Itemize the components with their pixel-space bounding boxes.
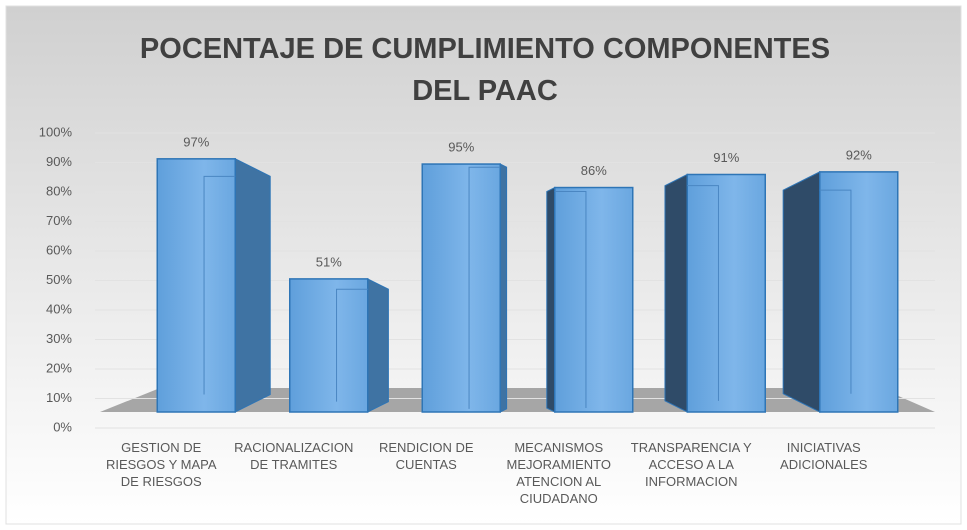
bar-front (156, 158, 236, 413)
data-label: 97% (183, 134, 209, 149)
y-tick-label: 60% (46, 242, 72, 257)
bar-front (554, 186, 634, 413)
bar-side (546, 186, 556, 413)
y-tick-label: 0% (53, 419, 72, 434)
bar (289, 278, 389, 413)
bar-side (234, 158, 271, 413)
bar-inner-edge (203, 175, 236, 395)
y-tick-label: 100% (39, 124, 73, 139)
x-tick-label: RENDICION DE CUENTAS (378, 440, 474, 472)
y-tick-label: 70% (46, 213, 72, 228)
bar (664, 173, 766, 413)
bar (421, 163, 508, 413)
y-tick-label: 90% (46, 154, 72, 169)
x-tick-label: GESTION DE RIESGOS Y MAPA DE RIESGOS (105, 440, 217, 489)
bar (156, 158, 271, 413)
bar-inner-edge (687, 185, 719, 401)
bar-front (686, 173, 766, 413)
x-tick-label: RACIONALIZACION DE TRAMITES (234, 440, 354, 472)
chart-title: POCENTAJE DE CUMPLIMIENTO COMPONENTES DE… (139, 33, 831, 107)
bar (782, 171, 899, 413)
x-tick-label: MECANISMOS MEJORAMIENTO ATENCION AL CIUD… (506, 440, 612, 506)
bar-side (664, 173, 688, 413)
y-tick-label: 20% (46, 360, 72, 375)
y-tick-label: 50% (46, 272, 72, 287)
data-label: 86% (581, 163, 607, 178)
y-tick-label: 80% (46, 183, 72, 198)
data-label: 51% (316, 254, 342, 269)
x-tick-label: INICIATIVAS ADICIONALES (780, 440, 868, 472)
y-tick-label: 30% (46, 331, 72, 346)
bar-front (421, 163, 501, 413)
data-label: 91% (713, 150, 739, 165)
bar-front (289, 278, 369, 413)
bar-inner-edge (336, 288, 368, 402)
bar-inner-edge (554, 191, 587, 409)
x-tick-label: TRANSPARENCIA Y ACCESO A LA INFORMACION (630, 440, 752, 489)
y-tick-label: 10% (46, 390, 72, 405)
y-tick-label: 40% (46, 301, 72, 316)
bar-side (499, 163, 508, 413)
data-label: 95% (448, 139, 474, 154)
bar-inner-edge (819, 189, 852, 394)
bar-side (367, 278, 389, 413)
data-label: 92% (846, 147, 872, 162)
bar-inner-edge (468, 166, 501, 409)
bar-side (782, 171, 821, 413)
bar-front (819, 171, 899, 413)
bar (546, 186, 634, 413)
